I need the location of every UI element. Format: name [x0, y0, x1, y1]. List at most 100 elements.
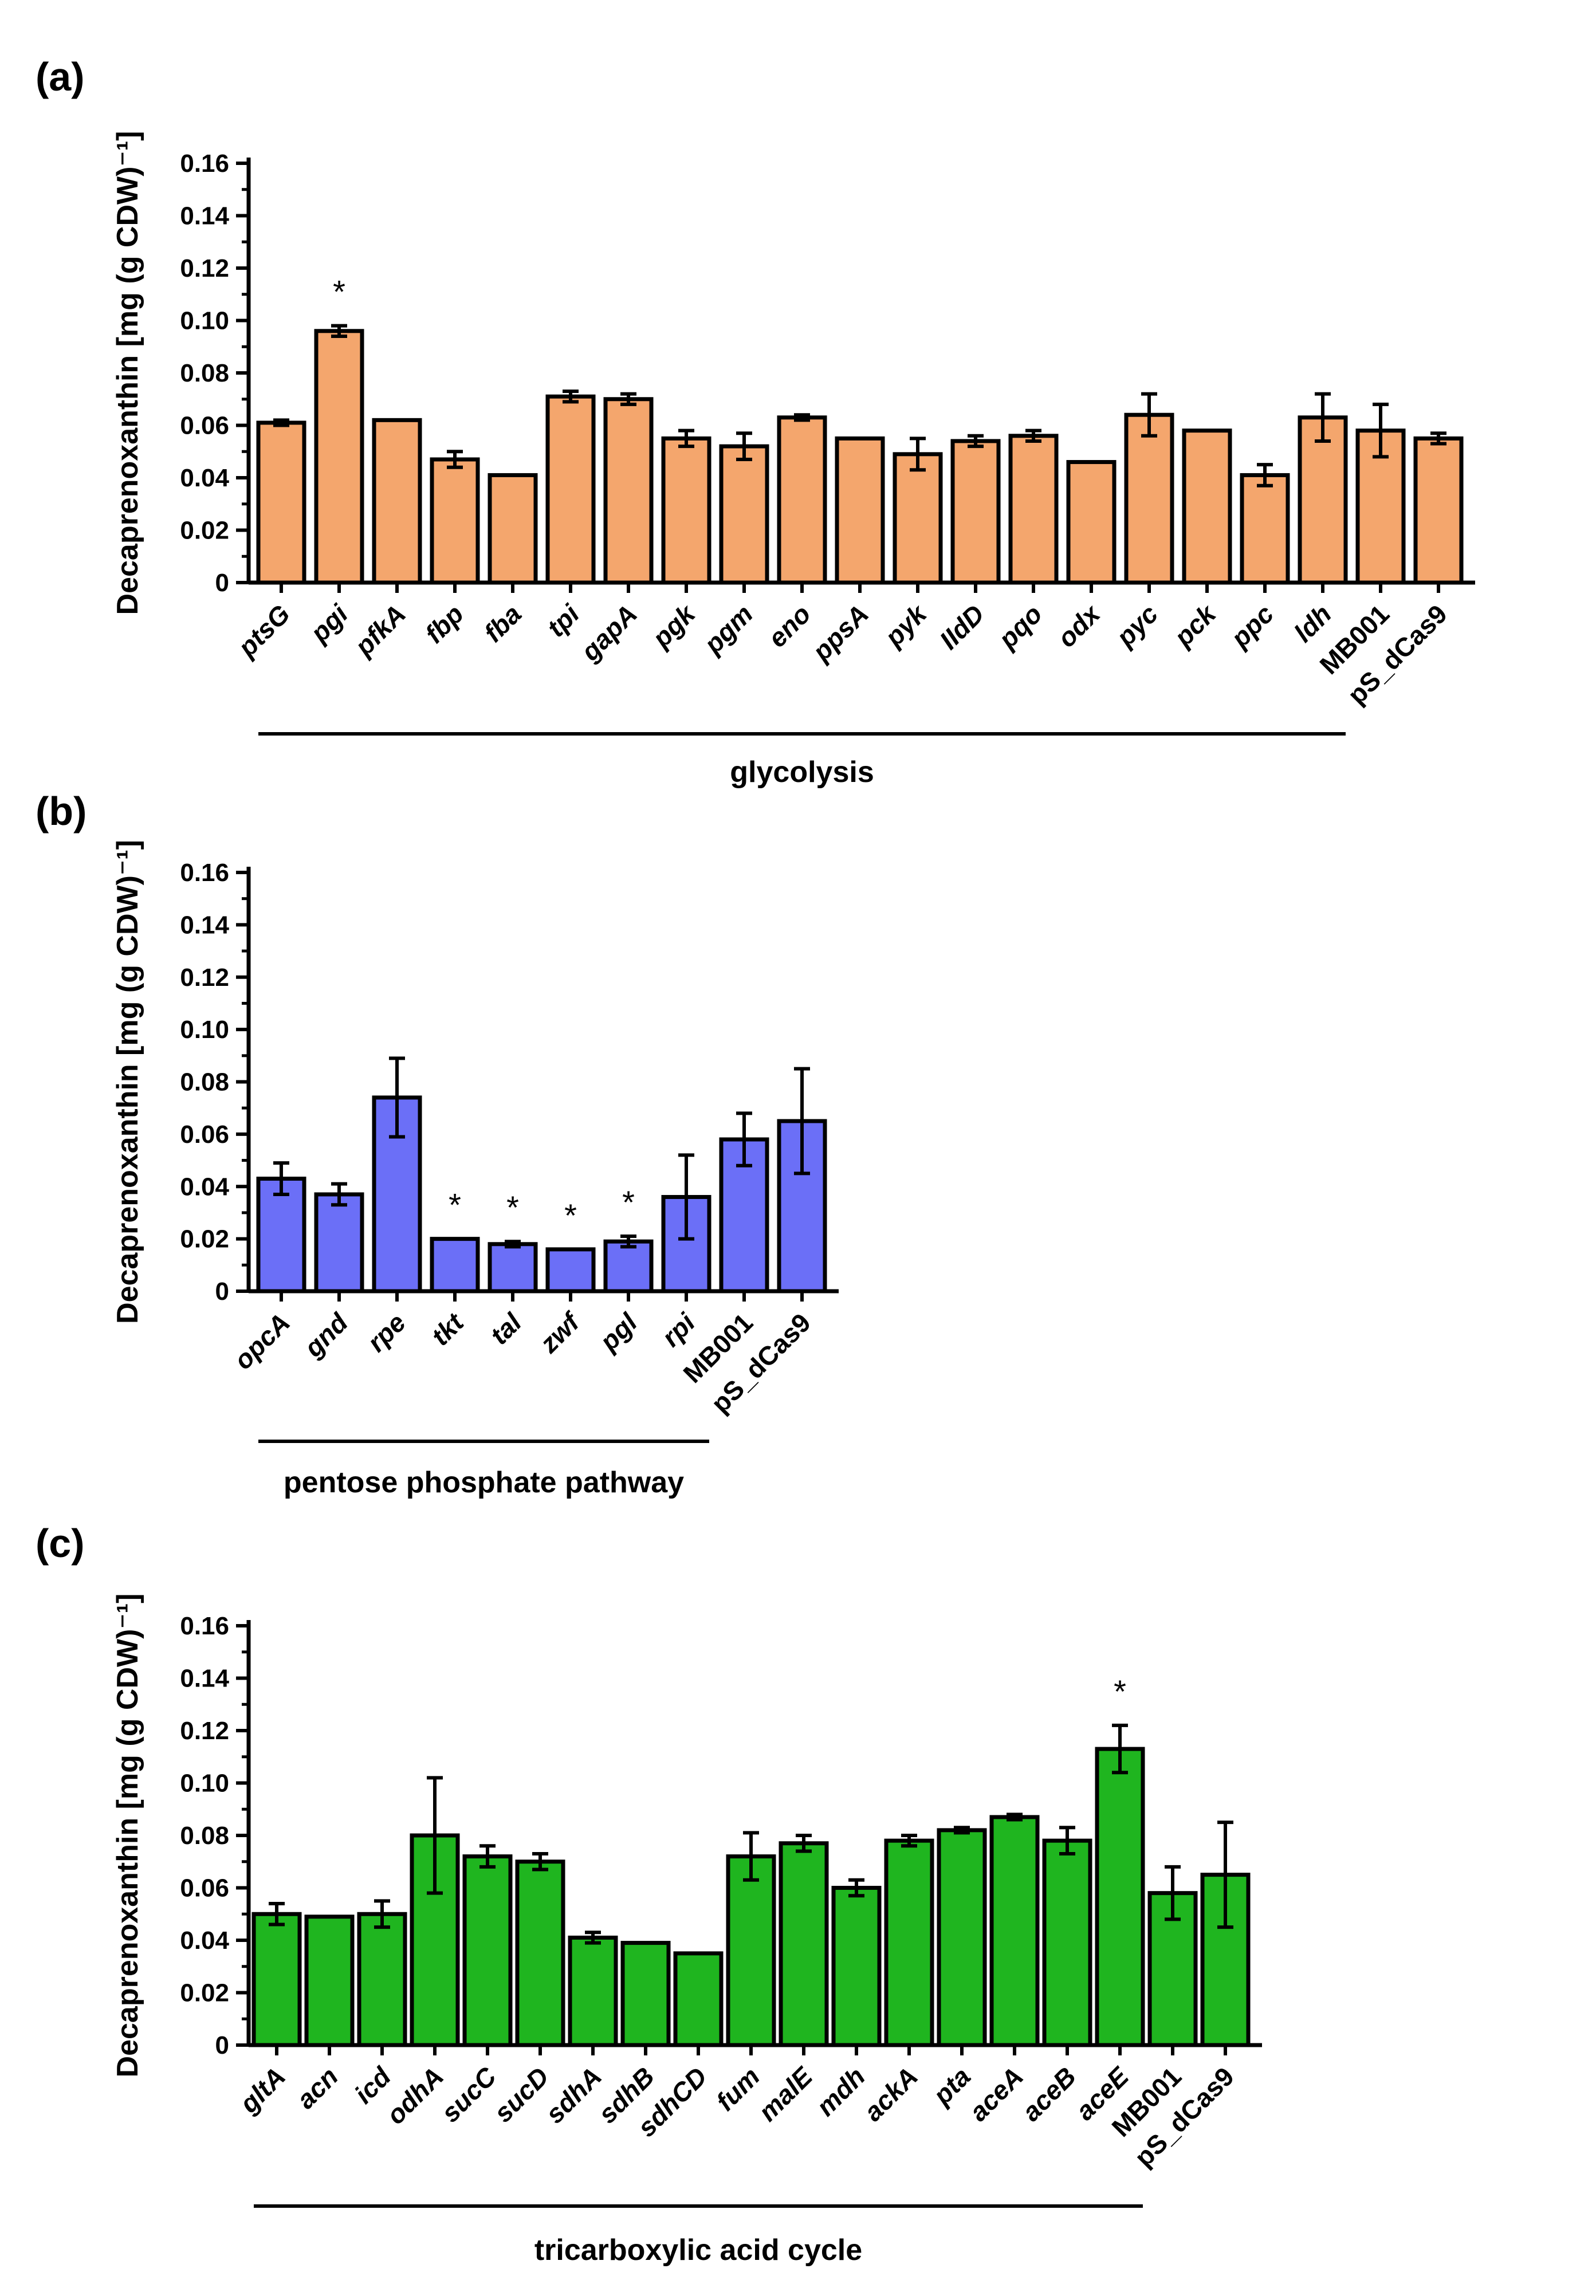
bar-eno	[777, 415, 827, 585]
category-label-malE: malE	[753, 2061, 819, 2126]
y-tick-label: 0.12	[180, 1717, 229, 1745]
y-tick-label: 0.10	[180, 1016, 229, 1044]
y-tick-label: 0.10	[180, 1770, 229, 1798]
bar-pck	[1182, 428, 1232, 585]
group-label: pentose phosphate pathway	[284, 1466, 684, 1499]
category-label-pyk: pyk	[878, 598, 933, 653]
bar-ppsA	[835, 436, 885, 585]
y-tick-label: 0.04	[180, 1173, 229, 1201]
category-label-ackA: ackA	[858, 2061, 924, 2127]
y-tick-label: 0	[215, 1277, 229, 1306]
y-axis-title: Decaprenoxanthin [mg (g CDW)⁻¹]	[111, 131, 144, 615]
category-label-aceA: aceA	[964, 2061, 1029, 2127]
category-label-rpi: rpi	[656, 1307, 701, 1352]
bar-tpi	[545, 394, 596, 585]
category-label-sucD: sucD	[488, 2061, 555, 2128]
panel-label: (c)	[36, 1521, 85, 1566]
category-label-odx: odx	[1051, 598, 1106, 653]
y-tick-label: 0.14	[180, 911, 229, 939]
category-label-pgk: pgk	[646, 598, 702, 654]
y-tick-label: 0.12	[180, 254, 229, 282]
category-label-IIdD: IIdD	[934, 599, 990, 655]
significance-marker: *	[622, 1184, 635, 1220]
category-label-rpe: rpe	[361, 1307, 411, 1357]
bar-malE	[779, 1841, 829, 2047]
bar-pgm	[719, 444, 769, 585]
y-tick-label: 0.14	[180, 1665, 229, 1693]
bar-acn	[304, 1914, 355, 2047]
bar-tal	[488, 1242, 538, 1294]
category-label-pyc: pyc	[1110, 599, 1163, 652]
y-tick-label: 0.04	[180, 1927, 229, 1955]
category-label-fbp: fbp	[419, 599, 469, 648]
significance-marker: *	[449, 1187, 461, 1223]
category-label-aceB: aceB	[1016, 2061, 1082, 2127]
bar-gapA	[603, 397, 654, 585]
bar-pS_dCas9	[1413, 436, 1464, 585]
group-label: glycolysis	[730, 756, 874, 789]
bar-sdhB	[620, 1941, 671, 2047]
category-label-fba: fba	[478, 599, 528, 648]
y-axis-title: Decaprenoxanthin [mg (g CDW)⁻¹]	[111, 1594, 144, 2078]
category-label-gltA: gltA	[233, 2061, 291, 2119]
bar-mdh	[831, 1886, 882, 2047]
bar-sdhA	[568, 1935, 618, 2047]
category-label-pck: pck	[1167, 598, 1222, 653]
category-label-ppsA: ppsA	[806, 599, 875, 667]
category-label-acn: acn	[290, 2061, 344, 2114]
bar-pgk	[661, 436, 711, 585]
panel-label: (b)	[36, 789, 87, 834]
chart-panel-2: (b) Decaprenoxanthin [mg (g CDW)⁻¹] * * * * 0 0…	[36, 789, 839, 1499]
bar-ptsG	[256, 420, 306, 585]
bar-sucD	[515, 1859, 565, 2047]
y-tick-label: 0.12	[180, 964, 229, 992]
y-tick-label: 0.06	[180, 1874, 229, 1902]
bar-sucC	[462, 1854, 513, 2047]
bar-pqo	[1008, 434, 1059, 585]
category-label-ppc: ppc	[1224, 599, 1279, 654]
y-tick-label: 0.08	[180, 359, 229, 387]
significance-marker: *	[506, 1189, 519, 1225]
y-axis-title: Decaprenoxanthin [mg (g CDW)⁻¹]	[111, 840, 144, 1324]
y-tick-label: 0.06	[180, 412, 229, 440]
panel-label: (a)	[36, 54, 85, 99]
chart-panel-3: (c) Decaprenoxanthin [mg (g CDW)⁻¹] * 0 0.02…	[36, 1521, 1262, 2267]
category-label-sdhA: sdhA	[540, 2061, 607, 2129]
y-tick-label: 0.08	[180, 1068, 229, 1096]
chart-panel-1: (a) Decaprenoxanthin [mg (g CDW)⁻¹] * 0 0.02…	[36, 54, 1475, 789]
category-label-tkt: tkt	[426, 1307, 470, 1351]
bar-fbp	[430, 457, 480, 585]
bar-aceA	[989, 1815, 1040, 2047]
category-label-gnd: gnd	[298, 1307, 354, 1363]
category-label-pgi: pgi	[304, 598, 354, 648]
category-label-pgm: pgm	[697, 599, 758, 660]
category-label-zwf: zwf	[533, 1306, 587, 1359]
y-tick-label: 0.10	[180, 307, 229, 335]
category-label-sucC: sucC	[435, 2061, 502, 2128]
bar-aceE	[1095, 1747, 1145, 2047]
group-label: tricarboxylic acid cycle	[534, 2234, 862, 2267]
bar-pfkA	[372, 418, 422, 585]
category-label-ptsG: ptsG	[231, 599, 296, 663]
bar-pgi	[314, 329, 364, 585]
y-tick-label: 0.16	[180, 859, 229, 887]
y-tick-label: 0.16	[180, 1612, 229, 1640]
y-tick-label: 0.08	[180, 1822, 229, 1850]
bar-zwf	[545, 1247, 596, 1294]
y-tick-label: 0.02	[180, 1225, 229, 1253]
category-label-gapA: gapA	[575, 599, 643, 667]
y-tick-label: 0.14	[180, 202, 229, 230]
bar-fum	[726, 1854, 776, 2047]
y-tick-label: 0	[215, 569, 229, 597]
significance-marker: *	[1114, 1673, 1126, 1709]
y-tick-label: 0.06	[180, 1121, 229, 1149]
bar-tkt	[430, 1237, 480, 1294]
category-label-odhA: odhA	[380, 2061, 449, 2130]
category-label-pgl: pgl	[593, 1307, 643, 1357]
bar-pgl	[603, 1239, 654, 1294]
category-label-tpi: tpi	[541, 598, 585, 642]
bar-icd	[357, 1912, 407, 2047]
bar-ppc	[1240, 473, 1290, 585]
bar-pyk	[893, 452, 943, 585]
